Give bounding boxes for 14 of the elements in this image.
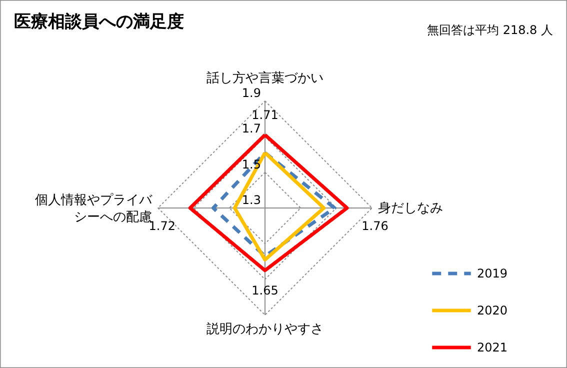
spoke-label: 話し方や言葉づかい (206, 70, 324, 86)
spoke-label: 説明のわかりやすさ (206, 322, 324, 337)
y-tick-label: 1.3 (242, 193, 261, 207)
text: 無回答は平均 218.8 人 (427, 23, 553, 37)
legend-label: 2019 (477, 266, 508, 280)
legend-label: 2021 (477, 340, 508, 354)
spoke-label: 身だしなみ (378, 201, 443, 216)
data-label: 1.65 (252, 283, 278, 298)
chart-title: 医療相談員への満足度 (14, 12, 184, 32)
y-tick-label: 1.9 (242, 86, 261, 100)
y-tick-label: 1.7 (242, 122, 261, 136)
data-label: 1.76 (362, 219, 388, 233)
data-label: 1.71 (252, 108, 278, 122)
legend-label: 2020 (477, 304, 508, 318)
